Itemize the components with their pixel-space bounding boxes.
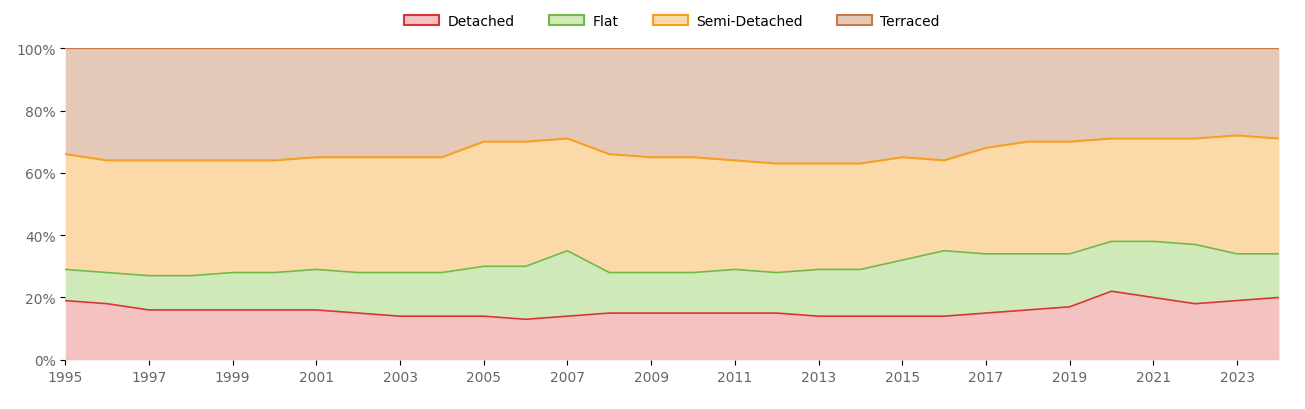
Legend: Detached, Flat, Semi-Detached, Terraced: Detached, Flat, Semi-Detached, Terraced xyxy=(399,9,945,34)
